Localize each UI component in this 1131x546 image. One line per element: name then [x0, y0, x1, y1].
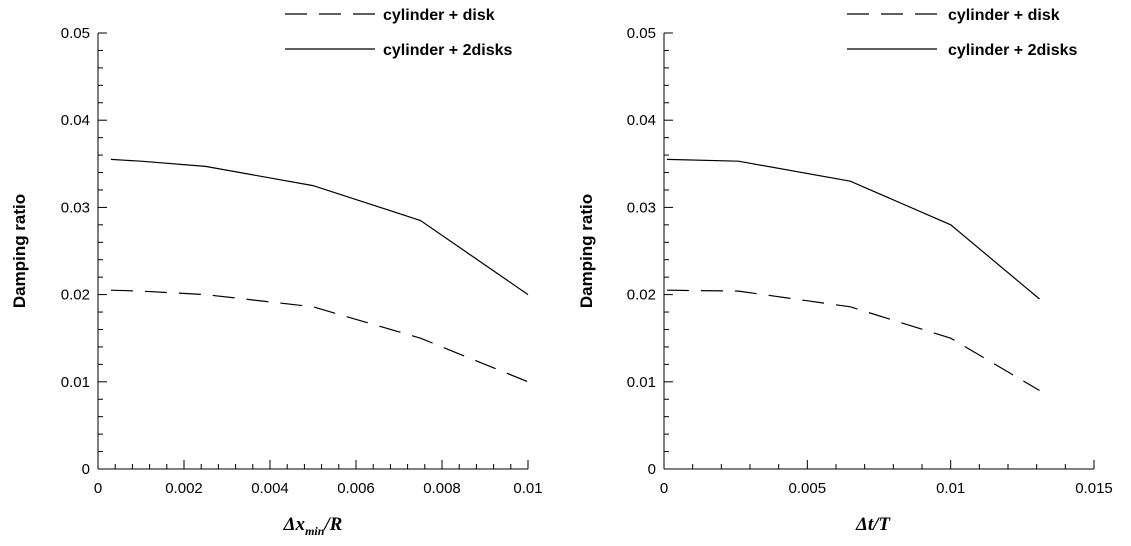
x-tick-label: 0.002 — [165, 480, 203, 497]
y-tick-label: 0.01 — [627, 374, 656, 391]
chart-right: 0 0.01 0.02 0.03 0.04 0.05 0 0.005 0.01 0.015 Damp… — [577, 7, 1113, 535]
y-tick-label: 0 — [82, 461, 90, 478]
legend-label: cylinder + 2disks — [948, 42, 1078, 59]
y-tick-label: 0.03 — [61, 199, 90, 216]
x-axis-label-main: Δx — [283, 514, 306, 535]
y-tick-label: 0.02 — [61, 287, 90, 304]
y-axis-label: Damping ratio — [10, 194, 29, 308]
series-line-cylinder-2disks — [110, 158, 529, 296]
x-tick-label: 0.01 — [513, 480, 542, 497]
y-tick-label: 0.04 — [61, 112, 90, 129]
x-tick-label: 0.004 — [251, 480, 289, 497]
y-axis-label: Damping ratio — [577, 194, 596, 308]
y-tick-label: 0.05 — [627, 25, 656, 42]
x-tick-label: 0 — [94, 480, 102, 497]
y-tick-label: 0.05 — [61, 25, 90, 42]
y-tick-label: 0.03 — [627, 199, 656, 216]
series-line-cylinder-disk — [666, 289, 1040, 392]
x-tick-label: 0.008 — [423, 480, 461, 497]
legend-label: cylinder + disk — [383, 7, 495, 24]
x-axis-label: Δxmin/R — [283, 514, 343, 538]
series-line-cylinder-disk — [110, 289, 529, 383]
y-tick-label: 0.02 — [627, 287, 656, 304]
legend-label: cylinder + 2disks — [383, 42, 513, 59]
x-axis-label-tail: /R — [322, 514, 342, 535]
x-tick-label: 0.01 — [936, 480, 965, 497]
x-axis-label: Δt/T — [855, 514, 891, 535]
y-tick-label: 0.01 — [61, 374, 90, 391]
x-tick-label: 0.006 — [337, 480, 375, 497]
chart-left: 0 0.01 0.02 0.03 0.04 0.05 0 0.002 0.004 0.006 0.0… — [10, 7, 543, 538]
y-tick-label: 0.04 — [627, 112, 656, 129]
y-tick-label: 0 — [648, 461, 656, 478]
series-line-cylinder-2disks — [666, 158, 1040, 300]
x-axis-label-main: Δt/T — [855, 514, 891, 535]
x-tick-label: 0.005 — [789, 480, 827, 497]
x-axis-label-subscript: min — [305, 524, 325, 538]
x-tick-label: 0 — [660, 480, 668, 497]
x-tick-label: 0.015 — [1075, 480, 1113, 497]
legend-label: cylinder + disk — [948, 7, 1060, 24]
